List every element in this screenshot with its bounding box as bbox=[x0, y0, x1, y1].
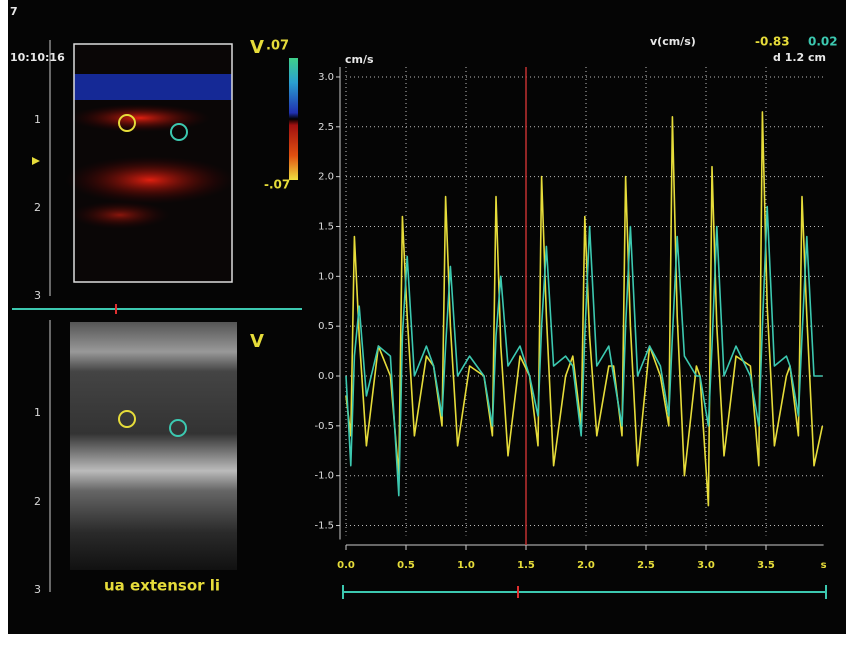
y-tick-label: 2.0 bbox=[318, 172, 334, 183]
readout-label: v(cm/s) bbox=[650, 35, 696, 48]
y-tick-label: -1.0 bbox=[314, 471, 334, 482]
depth-label: 2 bbox=[34, 201, 41, 214]
doppler-label: V bbox=[250, 37, 264, 58]
blue-flow bbox=[74, 74, 232, 100]
depth-label: 3 bbox=[34, 289, 41, 302]
clock: 10:10:16 bbox=[10, 51, 65, 64]
page: 7 10:10:16 V .07 -.07 1 2 3 1 2 3 V ua e… bbox=[0, 0, 855, 646]
x-tick-label: 2.5 bbox=[637, 560, 655, 571]
x-tick-label: 0.5 bbox=[397, 560, 415, 571]
y-tick-label: 3.0 bbox=[318, 72, 334, 83]
caption: ua extensor li bbox=[104, 577, 220, 595]
readout-distance: d 1.2 cm bbox=[773, 51, 826, 64]
y-tick-label: -1.5 bbox=[314, 521, 334, 532]
depth-label: 2 bbox=[34, 495, 41, 508]
depth-label: 1 bbox=[34, 113, 41, 126]
color-scale bbox=[289, 58, 298, 180]
y-tick-label: 1.5 bbox=[318, 221, 334, 232]
scale-max: .07 bbox=[266, 39, 289, 54]
red-tissue bbox=[65, 156, 235, 204]
y-tick-label: 2.5 bbox=[318, 122, 334, 133]
y-tick-label: 0.5 bbox=[318, 321, 334, 332]
ultrasound-screen: 7 10:10:16 V .07 -.07 1 2 3 1 2 3 V ua e… bbox=[0, 0, 855, 646]
readout-teal: 0.02 bbox=[808, 35, 838, 49]
depth-label: 1 bbox=[34, 406, 41, 419]
readout-yellow: -0.83 bbox=[755, 35, 790, 49]
x-axis-label: s bbox=[821, 560, 827, 571]
x-tick-label: 3.0 bbox=[697, 560, 715, 571]
x-tick-label: 0.0 bbox=[337, 560, 355, 571]
red-flow bbox=[70, 104, 210, 132]
x-tick-label: 2.0 bbox=[577, 560, 595, 571]
depth-label: 3 bbox=[34, 583, 41, 596]
frame-number: 7 bbox=[10, 5, 18, 18]
bmode-image bbox=[70, 322, 237, 570]
scale-min: -.07 bbox=[264, 178, 290, 192]
x-tick-label: 3.5 bbox=[757, 560, 775, 571]
y-tick-label: 1.0 bbox=[318, 271, 334, 282]
y-axis-label: cm/s bbox=[345, 53, 374, 66]
x-tick-label: 1.0 bbox=[457, 560, 475, 571]
bmode-label: V bbox=[250, 331, 264, 352]
y-tick-label: -0.5 bbox=[314, 421, 334, 432]
red-tissue bbox=[70, 201, 170, 229]
y-tick-label: 0.0 bbox=[318, 371, 334, 382]
x-tick-label: 1.5 bbox=[517, 560, 535, 571]
